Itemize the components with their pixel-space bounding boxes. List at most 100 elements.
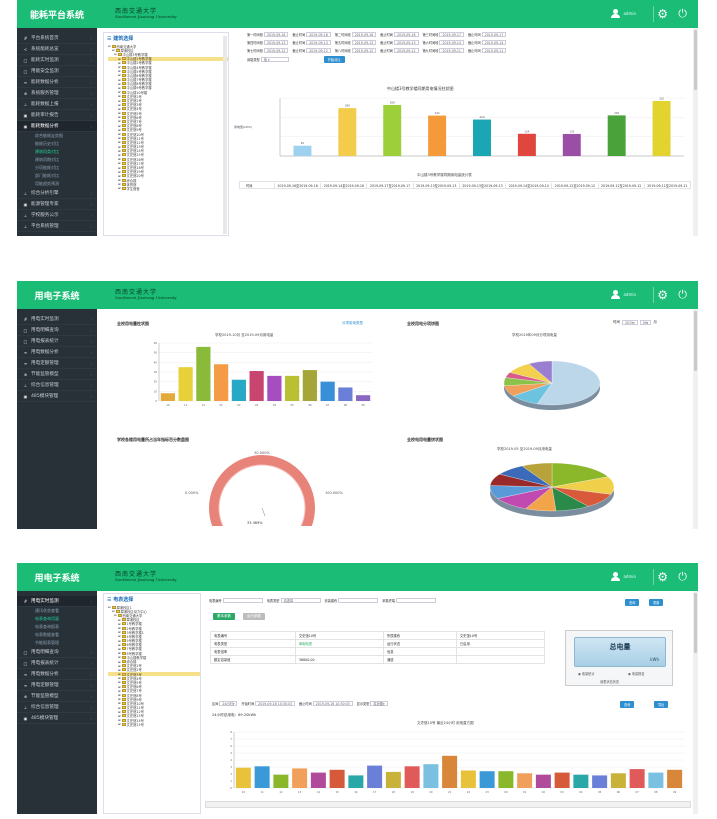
tree-node[interactable]: ⊞ 文史馆9号	[108, 697, 200, 702]
tree-node[interactable]: ⊞ 中山楼4号教学楼	[108, 65, 228, 70]
tree-node[interactable]: ⊞ 文史馆2号	[108, 668, 200, 673]
tree-node[interactable]: ⊞ 中山楼9号教学楼	[108, 86, 228, 91]
search-input[interactable]: 请选择	[280, 598, 321, 603]
sidebar-item[interactable]: ▣ 能耗数据分析 ›	[17, 121, 97, 132]
tree-node[interactable]: ⊞ 文史馆19号	[108, 170, 228, 175]
tree-node[interactable]: ⊞ 中山楼1号教学楼	[108, 56, 228, 61]
tree-node[interactable]: ⊞ 文史馆4号	[108, 676, 200, 681]
period-date-input[interactable]: 2019-09-12	[351, 48, 377, 53]
expand-icon[interactable]: ⊞	[118, 626, 121, 631]
period-date-input[interactable]: 2019-09-12	[393, 48, 419, 53]
expand-icon[interactable]: ⊟	[108, 44, 111, 49]
expand-icon[interactable]: ⊞	[118, 136, 121, 141]
expand-icon[interactable]: ⊟	[108, 605, 111, 610]
expand-icon[interactable]: ⊞	[118, 713, 121, 718]
sidebar-item[interactable]: ⊥ 能耗数据上报 ›	[17, 99, 97, 110]
tree-node[interactable]: ⊞ 综合楼	[108, 659, 200, 665]
expand-icon[interactable]: ⊞	[118, 148, 121, 153]
expand-icon[interactable]: ⊞	[118, 161, 121, 166]
expand-icon[interactable]: ⊞	[118, 651, 121, 656]
expand-icon[interactable]: ⊞	[118, 642, 121, 647]
expand-icon[interactable]: ⊞	[118, 140, 121, 145]
expand-icon[interactable]: ⊞	[118, 157, 121, 162]
tree-node[interactable]: ⊞ 文史馆13号	[108, 144, 228, 150]
expand-icon[interactable]: ⊞	[118, 144, 121, 149]
tree-node[interactable]: ⊞ 文史馆8号	[108, 123, 228, 129]
tree-node[interactable]: ⊞ 文史馆18号	[108, 165, 228, 171]
expand-icon[interactable]: ⊞	[118, 132, 121, 137]
tree-node[interactable]: ⊞ 4号教学楼	[108, 634, 200, 639]
period-date-input[interactable]: 2019-09-17	[481, 32, 507, 37]
sidebar-item[interactable]: □ 用电报表统计 ›	[17, 336, 97, 347]
gear-icon[interactable]: ⚙	[657, 288, 668, 302]
tree-node[interactable]: ⊞ 文史馆17号	[108, 161, 228, 166]
expand-icon[interactable]: ⊟	[114, 52, 117, 57]
sidebar-item[interactable]: □ 用电明细查询 ›	[17, 325, 97, 336]
power-icon[interactable]: ⏻	[678, 288, 687, 301]
tree-node[interactable]: ⊞ 文史馆4号	[108, 107, 228, 112]
tree-node[interactable]: ⊞ 文史馆14号	[108, 148, 228, 154]
sidebar-subitem[interactable]: 电表数据查看	[35, 632, 59, 637]
tree-node[interactable]: ⊞ 文史馆10号	[108, 132, 228, 137]
expand-icon[interactable]: ⊞	[118, 697, 121, 702]
expand-icon[interactable]: ⊞	[118, 56, 121, 61]
expand-icon[interactable]: ⊞	[118, 630, 121, 635]
expand-icon[interactable]: ⊞	[118, 111, 121, 116]
tree-node[interactable]: ⊞ 犀浦校区	[108, 617, 200, 623]
sidebar-item[interactable]: < 系统能耗总览 ›	[17, 44, 97, 55]
expand-icon[interactable]: ⊞	[118, 165, 121, 170]
sidebar-subitem[interactable]: 建筑同期对比	[35, 157, 59, 162]
period-date-input[interactable]: 2019-09-16	[393, 32, 419, 37]
meter-opt1[interactable]: ◉ 电量统计	[578, 672, 595, 676]
tree-node[interactable]: ⊞ 文史馆3号	[108, 103, 228, 108]
user-menu[interactable]: admin	[611, 572, 636, 581]
sidebar-item[interactable]: ▣ 485模块管理 ›	[17, 713, 97, 724]
tree-node[interactable]: ⊞ 学生宿舍	[108, 186, 228, 191]
expand-icon[interactable]: ⊞	[118, 69, 121, 74]
power-icon[interactable]: ⏻	[678, 7, 687, 20]
tree-node[interactable]: ⊟ 西南交通大学	[108, 613, 200, 618]
expand-icon[interactable]: ⊞	[118, 182, 121, 187]
h-scrollbar[interactable]	[205, 801, 691, 808]
tree-node[interactable]: ⊞ 文史馆13号	[108, 713, 200, 719]
tree-node[interactable]: ⊟ 犀浦校区动力中心	[108, 609, 200, 614]
expand-icon[interactable]: ⊞	[118, 693, 121, 698]
gear-icon[interactable]: ⚙	[657, 570, 668, 584]
expand-icon[interactable]: ⊞	[118, 701, 121, 706]
sidebar-subitem[interactable]: 用能趋势预测	[35, 181, 59, 186]
tree-node[interactable]: ⊞ 中山楼10号楼	[108, 90, 228, 95]
sidebar-item[interactable]: ⊕ 系统服务管理 ›	[17, 88, 97, 99]
sidebar-subitem[interactable]: 部门能耗对比	[35, 173, 59, 178]
tree-node[interactable]: ⊞ 体育馆	[108, 182, 228, 187]
tree-node[interactable]: ⊟ 犀浦校区	[108, 48, 228, 53]
expand-icon[interactable]: ⊞	[118, 94, 121, 99]
sidebar-item[interactable]: ▣ 485模块管理 ›	[17, 391, 97, 402]
tree-node[interactable]: ⊞ 文史馆11号	[108, 706, 200, 711]
expand-icon[interactable]: ⊞	[118, 646, 121, 651]
power-icon[interactable]: ⏻	[678, 570, 687, 583]
sidebar-item[interactable]: □ 用电明细查询 ›	[17, 647, 97, 658]
sidebar-subitem[interactable]: 通讯状态查看	[35, 608, 59, 613]
expand-icon[interactable]: ⊞	[118, 617, 121, 622]
period-date-input[interactable]: 2019-09-12	[306, 48, 331, 53]
expand-icon[interactable]: ⊞	[118, 718, 121, 723]
expand-icon[interactable]: ⊞	[118, 98, 121, 103]
sidebar-item[interactable]: ⊥ 学校服务公示 ›	[17, 210, 97, 221]
tree-node[interactable]: ⊞ 7号教学楼	[108, 646, 200, 652]
sidebar-item[interactable]: # 平台系统首页 ›	[17, 33, 97, 44]
expand-icon[interactable]: ⊞	[118, 77, 121, 82]
sidebar-item[interactable]: □ 能耗实时监测 ›	[17, 55, 97, 66]
tree-node[interactable]: ⊞ 5号教学楼	[108, 639, 200, 644]
sidebar-subitem[interactable]: 能耗历史对比	[35, 141, 59, 146]
sidebar-item[interactable]: ⊥ 平台系统管理 ›	[17, 221, 97, 232]
period-date-input[interactable]: 2019-09-13	[263, 40, 289, 45]
sidebar-item[interactable]: ⊥ 综合信息管理 ›	[17, 380, 97, 391]
expand-icon[interactable]: ⊟	[112, 48, 115, 53]
expand-icon[interactable]: ⊞	[118, 123, 121, 128]
period-date-input[interactable]: 2019-09-13	[393, 40, 419, 45]
user-menu[interactable]: admin	[611, 9, 636, 18]
expand-icon[interactable]: ⊞	[118, 152, 121, 157]
tree-node[interactable]: ⊞ 文史馆9号	[108, 128, 228, 133]
sidebar-subitem[interactable]: 节能报表管理	[35, 640, 59, 645]
expand-icon[interactable]: ⊞	[118, 663, 121, 668]
